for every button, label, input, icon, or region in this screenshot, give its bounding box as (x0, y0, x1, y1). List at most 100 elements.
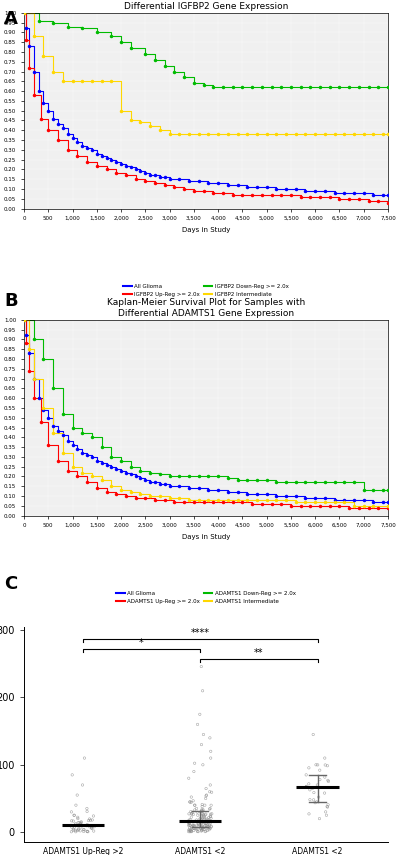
Point (313, 758, 319, 771)
Point (190, 818, 196, 832)
Text: ADAMTS1 <2: ADAMTS1 <2 (175, 847, 225, 855)
Point (203, 817, 209, 831)
Point (187, 825, 193, 839)
Point (208, 819, 214, 833)
Point (325, 775, 332, 788)
Point (186, 817, 192, 831)
Point (206, 817, 213, 831)
Point (84, 824, 90, 838)
Point (68, 814, 75, 828)
Point (205, 821, 212, 834)
Y-axis label: Probability of Survival: Probability of Survival (0, 73, 1, 149)
Point (198, 820, 204, 834)
Point (84, 824, 90, 838)
Point (85, 818, 92, 832)
Point (191, 822, 197, 835)
Point (321, 787, 328, 800)
Point (316, 764, 323, 777)
Point (310, 728, 316, 741)
Point (314, 758, 321, 772)
Point (84, 805, 90, 818)
Point (325, 798, 331, 811)
Point (186, 807, 192, 821)
Point (203, 821, 209, 834)
Point (204, 823, 210, 837)
Point (77, 824, 84, 838)
Point (314, 778, 320, 792)
Point (206, 802, 213, 816)
Point (78, 817, 84, 830)
Point (207, 817, 213, 830)
Point (198, 810, 205, 823)
Point (196, 817, 202, 831)
Point (303, 780, 309, 793)
Y-axis label: Probability of Survival: Probability of Survival (0, 380, 1, 456)
Point (186, 813, 192, 827)
Point (70, 819, 76, 833)
Point (200, 823, 206, 836)
Point (186, 823, 193, 837)
Point (71, 809, 78, 823)
Point (201, 810, 207, 823)
Point (200, 822, 206, 835)
Point (208, 786, 215, 799)
Point (186, 817, 193, 830)
Point (195, 819, 201, 833)
Point (303, 780, 310, 793)
Point (188, 805, 194, 818)
Point (324, 799, 330, 813)
Point (202, 825, 208, 839)
Point (203, 818, 209, 832)
Point (306, 807, 312, 821)
Point (200, 804, 206, 817)
Point (68, 818, 74, 832)
Point (323, 809, 330, 823)
Point (203, 807, 209, 821)
Point (85, 825, 91, 839)
Point (189, 805, 196, 819)
Point (200, 821, 206, 834)
Point (198, 823, 205, 837)
Point (322, 758, 328, 772)
Point (193, 813, 200, 827)
Point (84, 802, 90, 816)
Point (192, 799, 198, 812)
Point (207, 778, 214, 792)
Point (193, 802, 200, 816)
Text: A: A (4, 10, 18, 28)
Point (81, 752, 88, 765)
Point (207, 731, 213, 745)
Point (202, 812, 208, 826)
Point (88, 822, 95, 835)
Point (186, 823, 192, 837)
Point (314, 795, 320, 809)
Point (80, 823, 87, 836)
Point (72, 817, 79, 830)
Legend: All Glioma, ADAMTS1 Up-Reg >= 2.0x, ADAMTS1 Down-Reg >= 2.0x, ADAMTS1 Intermedia: All Glioma, ADAMTS1 Up-Reg >= 2.0x, ADAM… (114, 589, 298, 606)
Point (198, 822, 204, 835)
Point (74, 788, 80, 802)
Point (312, 796, 318, 810)
Point (194, 805, 200, 819)
Point (317, 773, 323, 787)
Point (79, 778, 86, 792)
Point (307, 783, 313, 797)
Point (192, 757, 198, 770)
Point (200, 728, 207, 741)
Point (194, 823, 200, 837)
Point (189, 815, 195, 828)
Point (187, 823, 193, 837)
Text: *: * (139, 639, 144, 648)
Point (186, 821, 193, 834)
Point (80, 824, 87, 838)
Point (200, 803, 206, 817)
Point (190, 823, 197, 837)
Point (200, 758, 206, 771)
Point (89, 822, 95, 835)
Title: Kaplan-Meier Survival Plot for Samples with
Differential IGFBP2 Gene Expression: Kaplan-Meier Survival Plot for Samples w… (107, 0, 305, 10)
Point (88, 819, 95, 833)
Point (188, 820, 195, 834)
Point (187, 795, 193, 809)
Point (75, 816, 81, 829)
Point (198, 803, 205, 817)
